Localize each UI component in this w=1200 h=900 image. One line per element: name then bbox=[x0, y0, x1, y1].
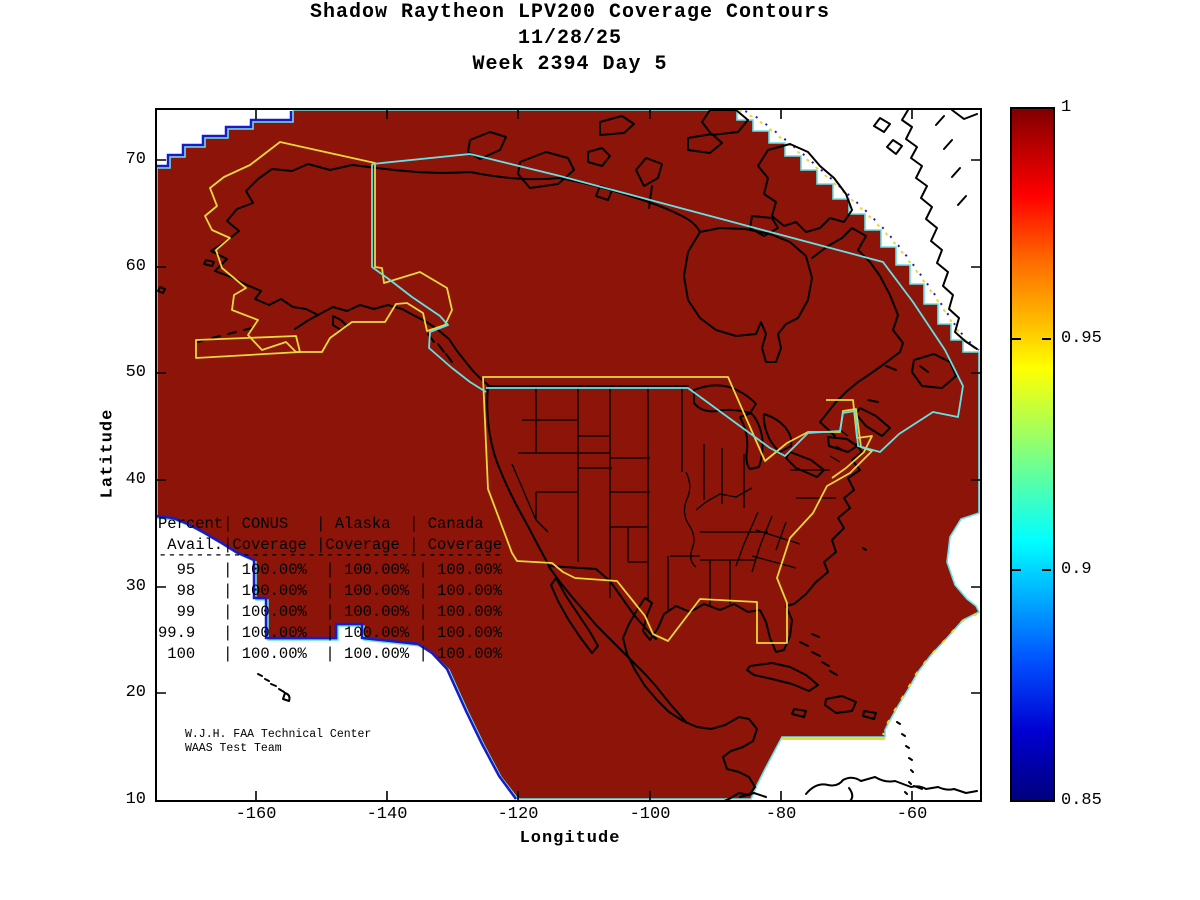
colorbar-label-095: 0.95 bbox=[1061, 329, 1102, 348]
colorbar-tick-095-right bbox=[1042, 338, 1051, 340]
coverage-table-row: 100 | 100.00% | 100.00% | 100.00% bbox=[158, 645, 503, 663]
colorbar-label-1: 1 bbox=[1061, 98, 1072, 117]
colorbar-tick-090-right bbox=[1042, 569, 1051, 571]
x-tick-label: -60 bbox=[896, 805, 928, 824]
x-tick-label: -140 bbox=[366, 805, 408, 824]
x-tick-label: -120 bbox=[497, 805, 539, 824]
x-axis-label: Longitude bbox=[519, 829, 621, 848]
colorbar bbox=[1010, 107, 1055, 802]
y-tick-label: 70 bbox=[125, 150, 146, 169]
service-contours-cyan bbox=[371, 153, 964, 457]
title-line-1: Shadow Raytheon LPV200 Coverage Contours bbox=[309, 1, 831, 24]
title-line-3: Week 2394 Day 5 bbox=[472, 53, 668, 76]
credit-line-1: W.J.H. FAA Technical Center bbox=[185, 728, 372, 741]
coverage-table-row: 99 | 100.00% | 100.00% | 100.00% bbox=[158, 603, 503, 621]
coverage-region bbox=[156, 109, 981, 800]
service-contours-yellow bbox=[195, 141, 873, 644]
axis-box bbox=[155, 108, 982, 802]
x-tick-label: -80 bbox=[765, 805, 797, 824]
fringe-blue-topleft bbox=[156, 111, 293, 168]
fringe-blue-bottomleft bbox=[156, 514, 518, 800]
colorbar-label-085: 0.85 bbox=[1061, 791, 1102, 810]
maritimes-contour-yellow bbox=[826, 399, 873, 479]
aleutian-contour-yellow bbox=[195, 335, 301, 359]
y-tick-label: 30 bbox=[125, 577, 146, 596]
coverage-table-row: 98 | 100.00% | 100.00% | 100.00% bbox=[158, 582, 503, 600]
alaska-border-contour-cyan bbox=[371, 164, 487, 393]
colorbar-tick-095-left bbox=[1012, 338, 1021, 340]
y-tick-label: 40 bbox=[125, 470, 146, 489]
canada-contour-cyan bbox=[371, 153, 964, 457]
coverage-table-row: 95 | 100.00% | 100.00% | 100.00% bbox=[158, 561, 503, 579]
credit-annotation: W.J.H. FAA Technical Center WAAS Test Tea… bbox=[185, 728, 371, 756]
coverage-table-header-2: Avail.|Coverage |Coverage | Coverage bbox=[158, 536, 503, 554]
plot-title: Shadow Raytheon LPV200 Coverage Contours… bbox=[30, 0, 1110, 78]
axis-ticks bbox=[157, 110, 980, 800]
conus-contour-yellow bbox=[482, 376, 873, 644]
coverage-table-header-1: Percent| CONUS | Alaska | Canada bbox=[158, 515, 484, 533]
coverage-table-row: 99.9 | 100.00% | 100.00% | 100.00% bbox=[158, 624, 503, 642]
credit-line-2: WAAS Test Team bbox=[185, 742, 282, 755]
coverage-table-divider: ------------------------------------- bbox=[158, 546, 503, 564]
y-tick-label: 10 bbox=[125, 790, 146, 809]
state-borders bbox=[511, 386, 849, 612]
coverage-table-header: Percent| CONUS | Alaska | Canada Avail.|… bbox=[158, 514, 502, 556]
colorbar-label-09: 0.9 bbox=[1061, 560, 1092, 579]
y-tick-label: 20 bbox=[125, 683, 146, 702]
x-tick-label: -100 bbox=[629, 805, 671, 824]
fringe-yellow-topright bbox=[738, 109, 980, 353]
colorbar-tick-090-left bbox=[1012, 569, 1021, 571]
x-tick-label: -160 bbox=[235, 805, 277, 824]
y-axis-label: Latitude bbox=[98, 408, 118, 499]
y-tick-label: 50 bbox=[125, 363, 146, 382]
y-tick-label: 60 bbox=[125, 257, 146, 276]
coverage-table-rows: 95 | 100.00% | 100.00% | 100.00% 98 | 10… bbox=[158, 560, 502, 665]
fringe-yellow-bottomright-diag bbox=[882, 613, 978, 736]
title-line-2: 11/28/25 bbox=[517, 27, 622, 50]
